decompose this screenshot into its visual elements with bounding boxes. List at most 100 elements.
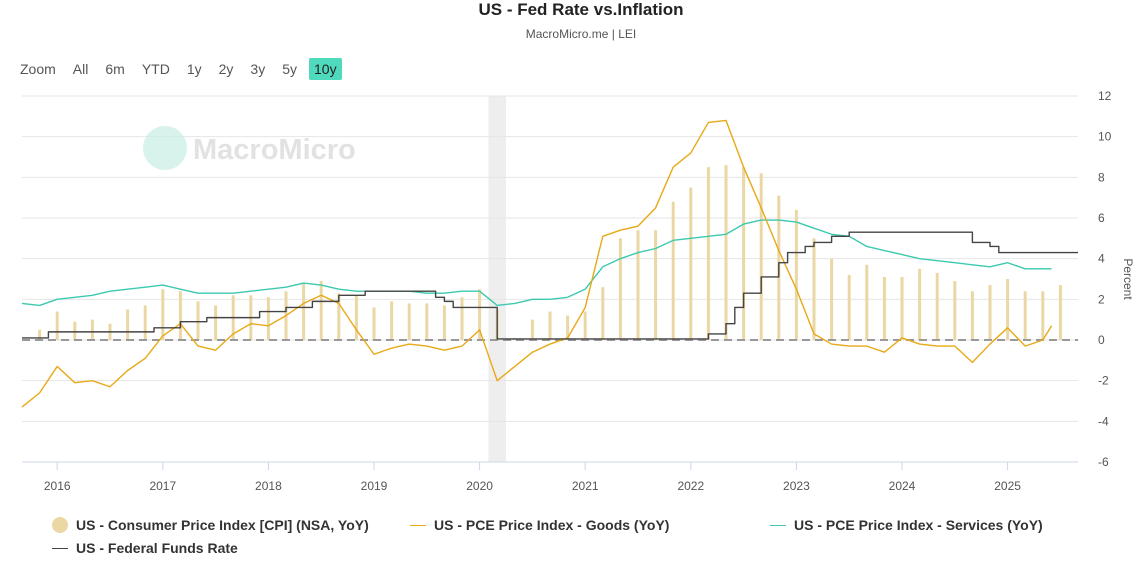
cpi-bar xyxy=(214,305,218,340)
cpi-bar xyxy=(266,297,270,340)
y-axis-title: Percent xyxy=(1121,258,1135,300)
y-tick-label: 6 xyxy=(1098,211,1105,225)
legend-item-services[interactable]: US - PCE Price Index - Services (YoY) xyxy=(770,517,1043,533)
x-tick-label: 2017 xyxy=(149,479,176,493)
cpi-bar xyxy=(865,264,869,340)
cpi-bar xyxy=(988,285,992,340)
cpi-bar xyxy=(178,291,182,340)
cpi-bar xyxy=(126,309,130,340)
cpi-bar xyxy=(460,297,464,340)
y-tick-label: 2 xyxy=(1098,292,1105,306)
cpi-bar xyxy=(372,307,376,340)
goods-pce-line xyxy=(21,119,1053,408)
cpi-bar xyxy=(143,305,147,340)
legend-services-label: US - PCE Price Index - Services (YoY) xyxy=(794,517,1043,533)
x-tick-label: 2016 xyxy=(44,479,71,493)
legend-fed-label: US - Federal Funds Rate xyxy=(76,540,238,556)
x-tick-label: 2024 xyxy=(889,479,916,493)
cpi-bar xyxy=(442,305,446,340)
cpi-bar xyxy=(161,289,165,340)
x-tick-label: 2018 xyxy=(255,479,282,493)
y-tick-label: 12 xyxy=(1098,89,1112,103)
cpi-bar xyxy=(583,311,587,340)
cpi-bar xyxy=(759,173,763,340)
cpi-bar xyxy=(724,165,728,340)
cpi-bar xyxy=(601,287,605,340)
cpi-bar xyxy=(530,319,534,340)
chart-title: US - Fed Rate vs.Inflation xyxy=(478,0,684,19)
cpi-bar xyxy=(794,209,798,340)
fed-funds-rate-line xyxy=(22,231,1078,340)
y-tick-label: -6 xyxy=(1098,455,1109,469)
cpi-bar xyxy=(1058,285,1062,340)
cpi-bar xyxy=(830,258,834,340)
cpi-bar xyxy=(953,281,957,340)
legend-item-fed[interactable]: US - Federal Funds Rate xyxy=(52,540,238,556)
y-tick-label: 8 xyxy=(1098,170,1105,184)
watermark-text: MacroMicro xyxy=(193,134,356,166)
legend-fed-swatch xyxy=(52,547,68,549)
range-button-5y[interactable]: 5y xyxy=(282,61,297,77)
cpi-bar xyxy=(390,301,394,340)
legend-item-cpi[interactable]: US - Consumer Price Index [CPI] (NSA, Yo… xyxy=(52,517,369,533)
x-tick-label: 2019 xyxy=(361,479,388,493)
range-button-3y[interactable]: 3y xyxy=(250,61,266,77)
cpi-bar xyxy=(689,187,693,340)
cpi-bar xyxy=(337,293,341,340)
cpi-bar xyxy=(935,272,939,340)
cpi-bar xyxy=(1041,291,1045,340)
watermark-logo-icon xyxy=(143,126,187,170)
range-selector: Zoom All 6m YTD 1y 2y 3y 5y 10y xyxy=(20,58,349,80)
x-tick-label: 2020 xyxy=(466,479,493,493)
zoom-label: Zoom xyxy=(20,61,56,77)
x-tick-label: 2025 xyxy=(994,479,1021,493)
range-button-10y[interactable]: 10y xyxy=(309,58,342,80)
cpi-bar xyxy=(1006,279,1010,340)
y-tick-label: 0 xyxy=(1098,333,1105,347)
cpi-bar xyxy=(636,230,640,340)
cpi-bar xyxy=(812,238,816,340)
y-tick-label: 10 xyxy=(1098,130,1112,144)
range-button-1y[interactable]: 1y xyxy=(186,61,202,77)
cpi-bar xyxy=(319,281,323,340)
x-tick-label: 2022 xyxy=(677,479,704,493)
legend-cpi-swatch xyxy=(52,517,68,533)
legend-services-swatch xyxy=(770,524,786,526)
cpi-bar xyxy=(566,315,570,340)
services-pce-line xyxy=(21,219,1052,307)
cpi-bar xyxy=(1023,291,1027,340)
cpi-bar xyxy=(671,201,675,340)
cpi-bar xyxy=(425,303,429,340)
cpi-bar xyxy=(742,167,746,340)
cpi-bar xyxy=(407,303,411,340)
range-button-2y[interactable]: 2y xyxy=(218,61,234,77)
x-tick-label: 2023 xyxy=(783,479,810,493)
cpi-bar xyxy=(706,167,710,340)
cpi-bar xyxy=(970,291,974,340)
range-button-ytd[interactable]: YTD xyxy=(141,61,170,77)
cpi-bar xyxy=(354,295,358,340)
cpi-bar xyxy=(196,301,200,340)
y-tick-label: -2 xyxy=(1098,374,1109,388)
legend-goods-swatch xyxy=(410,524,426,526)
cpi-bar xyxy=(654,230,658,340)
cpi-bar xyxy=(900,276,904,340)
cpi-bar xyxy=(73,321,77,340)
legend-item-goods[interactable]: US - PCE Price Index - Goods (YoY) xyxy=(410,517,669,533)
range-button-6m[interactable]: 6m xyxy=(105,61,125,77)
cpi-bar xyxy=(918,268,922,340)
cpi-bar xyxy=(847,274,851,340)
y-tick-label: -4 xyxy=(1098,414,1109,428)
range-button-all[interactable]: All xyxy=(72,61,89,77)
cpi-bar xyxy=(302,283,306,340)
cpi-bar xyxy=(90,319,94,340)
legend-goods-label: US - PCE Price Index - Goods (YoY) xyxy=(434,517,670,533)
y-tick-label: 4 xyxy=(1098,252,1105,266)
cpi-bar xyxy=(55,311,59,340)
cpi-bar xyxy=(882,276,886,340)
cpi-bar xyxy=(548,311,552,340)
x-tick-label: 2021 xyxy=(572,479,599,493)
cpi-bar xyxy=(478,289,482,340)
recession-band xyxy=(488,96,506,462)
